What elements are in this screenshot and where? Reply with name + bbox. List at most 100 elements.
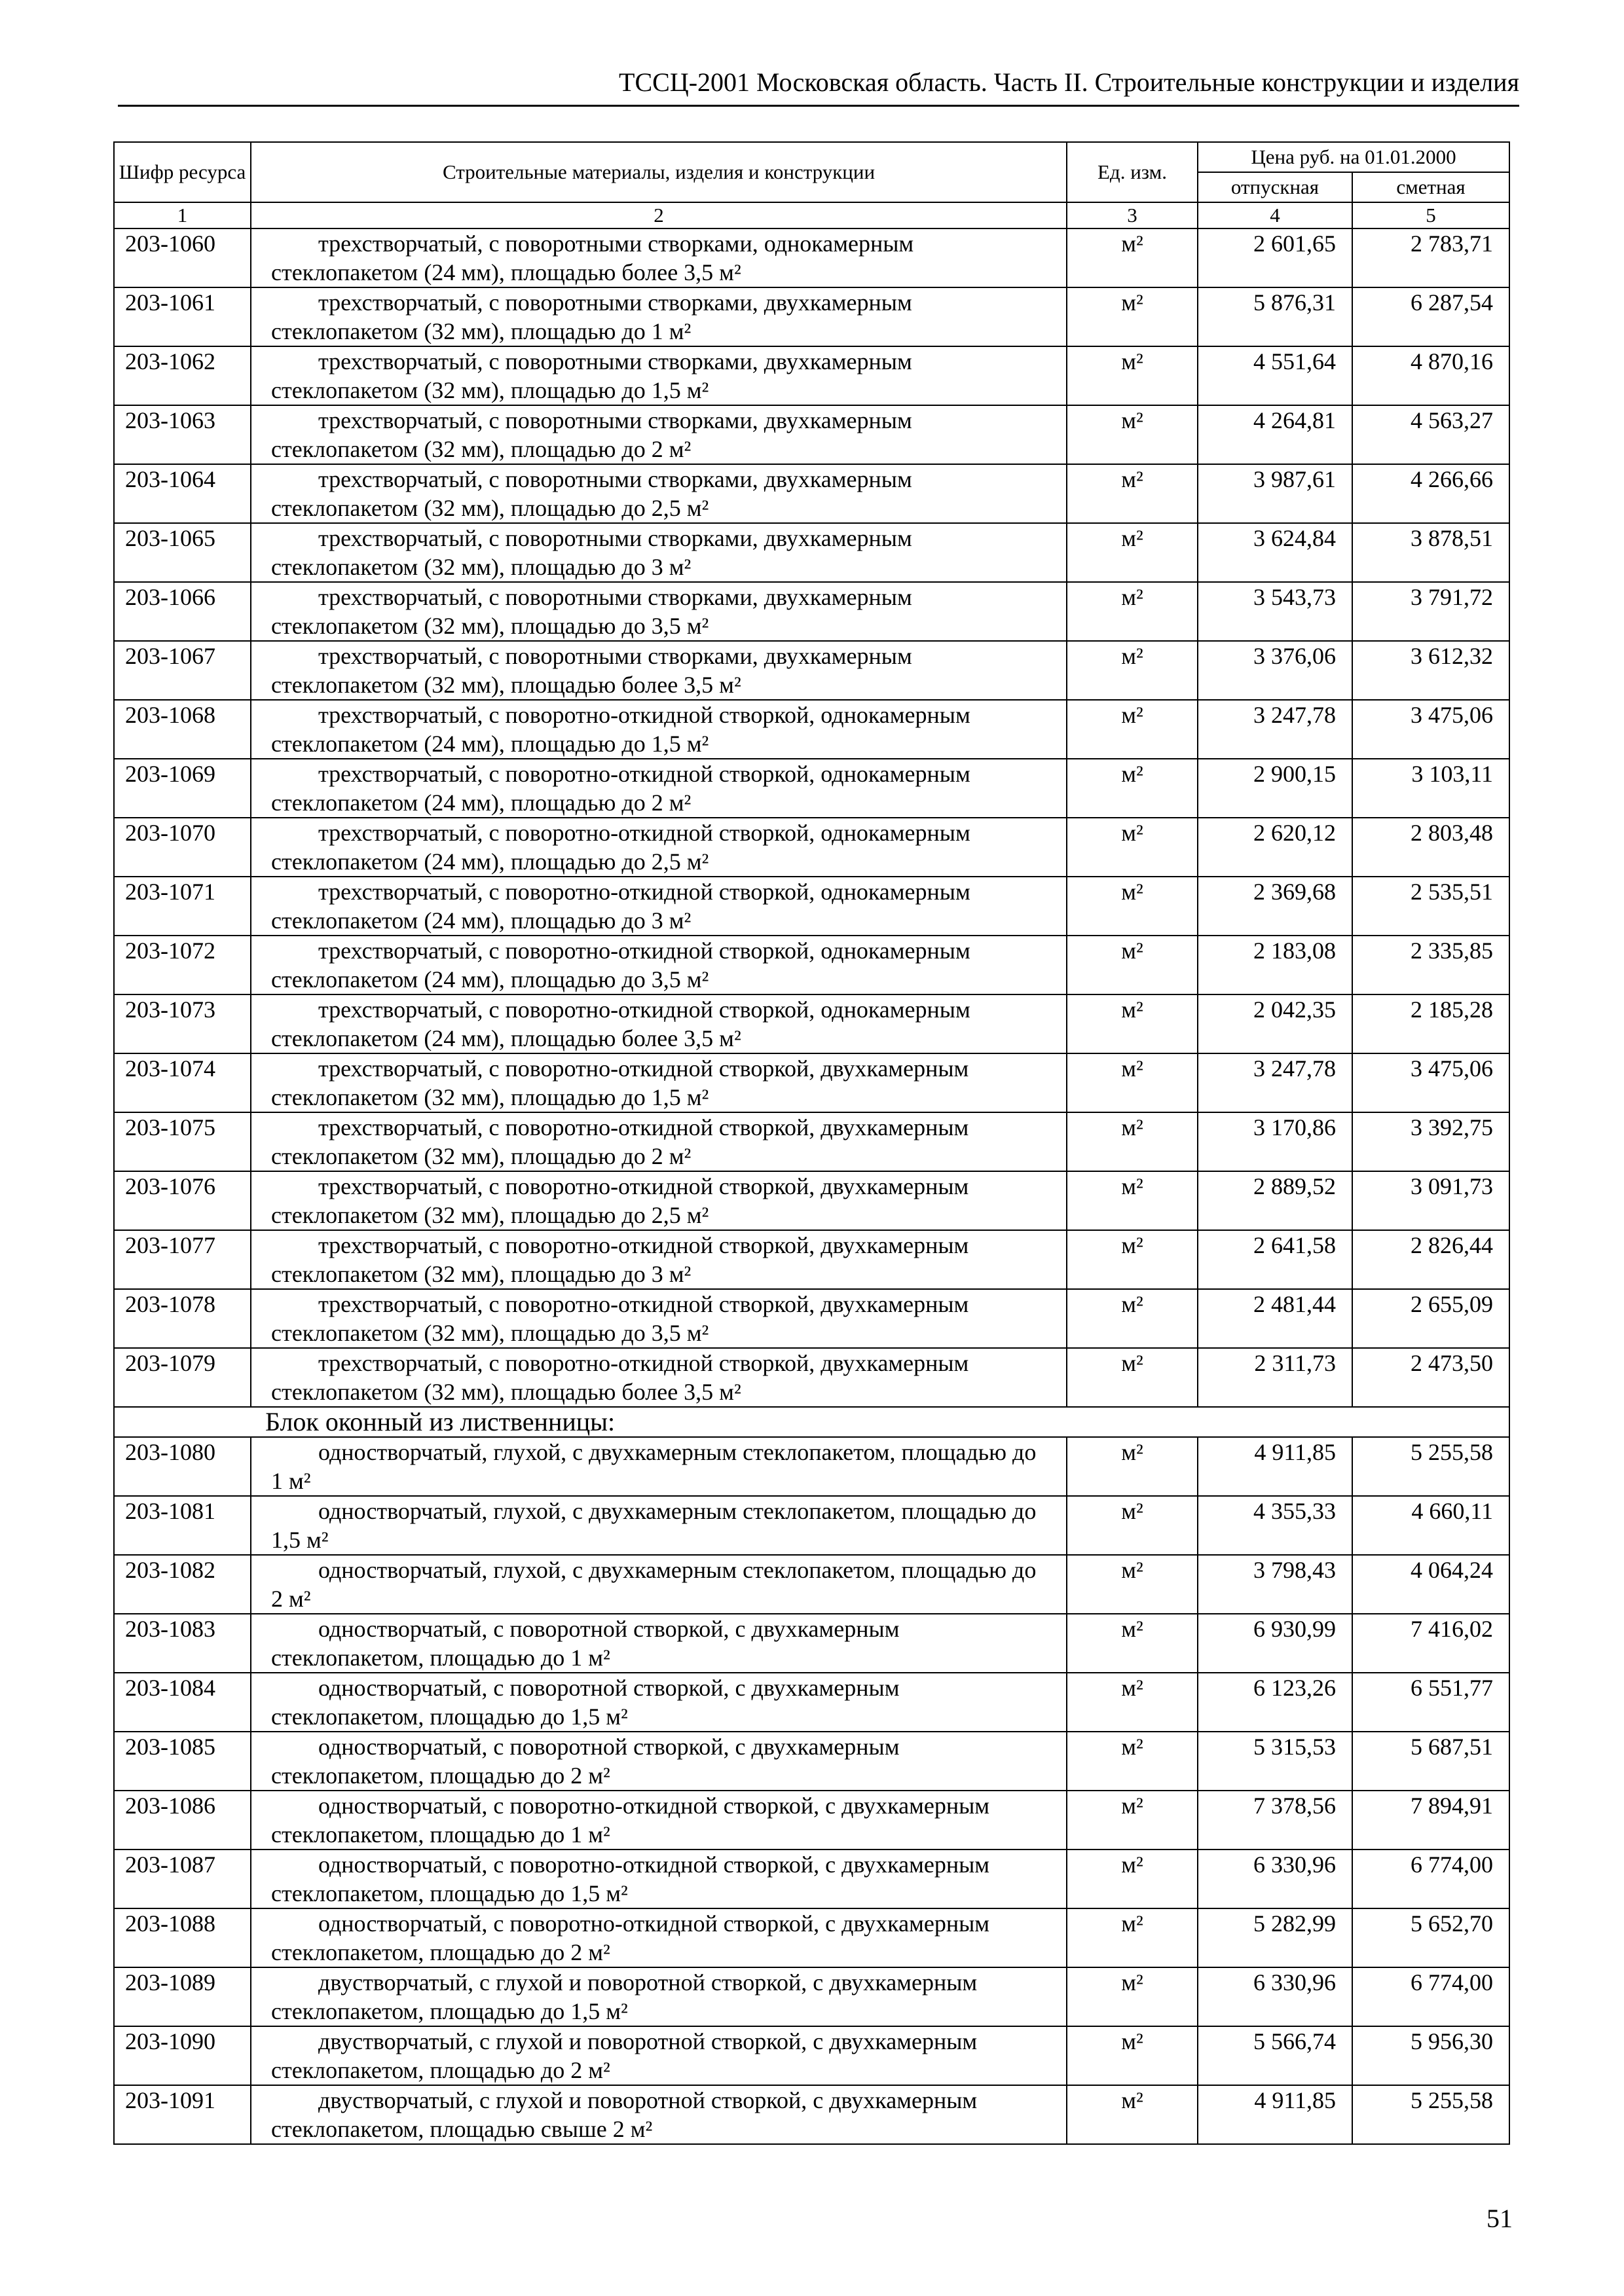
resource-code: 203-1078 xyxy=(113,1288,251,1349)
description-text: одностворчатый, с поворотной створкой, с… xyxy=(271,1616,900,1671)
unit: м² xyxy=(1066,581,1198,642)
material-description: трехстворчатый, с поворотно-откидной ств… xyxy=(250,699,1067,759)
release-price: 3 247,78 xyxy=(1197,699,1353,759)
unit: м² xyxy=(1066,1230,1198,1290)
estimate-price: 6 551,77 xyxy=(1352,1672,1510,1732)
table-row: 203-1076 трехстворчатый, с поворотно-отки… xyxy=(113,1171,1510,1231)
resource-code: 203-1077 xyxy=(113,1230,251,1290)
description-text: одностворчатый, с поворотной створкой, с… xyxy=(271,1734,900,1789)
release-price: 4 911,85 xyxy=(1197,1436,1353,1497)
resource-code: 203-1061 xyxy=(113,287,251,347)
resource-code: 203-1076 xyxy=(113,1171,251,1231)
unit: м² xyxy=(1066,1908,1198,1968)
unit: м² xyxy=(1066,1554,1198,1614)
table-row: 203-1090 двустворчатый, с глухой и поворо… xyxy=(113,2026,1510,2086)
release-price: 3 170,86 xyxy=(1197,1112,1353,1172)
material-description: одностворчатый, глухой, с двухкамерным с… xyxy=(250,1554,1067,1614)
material-description: трехстворчатый, с поворотными створками,… xyxy=(250,640,1067,701)
page-number: 51 xyxy=(1486,2204,1513,2233)
release-price: 6 930,99 xyxy=(1197,1613,1353,1673)
resource-code: 203-1064 xyxy=(113,464,251,524)
resource-code: 203-1074 xyxy=(113,1053,251,1113)
col-header-code: Шифр ресурса xyxy=(113,141,251,203)
material-description: трехстворчатый, с поворотно-откидной ств… xyxy=(250,935,1067,995)
description-text: трехстворчатый, с поворотными створками,… xyxy=(271,584,912,639)
table-row: 203-1063 трехстворчатый, с поворотными ст… xyxy=(113,405,1510,465)
resource-code: 203-1062 xyxy=(113,346,251,406)
material-description: одностворчатый, с поворотной створкой, с… xyxy=(250,1731,1067,1791)
material-description: трехстворчатый, с поворотно-откидной ств… xyxy=(250,817,1067,877)
description-text: трехстворчатый, с поворотно-откидной ств… xyxy=(271,702,970,757)
description-text: трехстворчатый, с поворотно-откидной ств… xyxy=(271,1055,969,1110)
running-header: ТССЦ-2001 Московская область. Часть II. … xyxy=(619,67,1519,97)
description-text: трехстворчатый, с поворотными створками,… xyxy=(271,348,912,403)
material-description: двустворчатый, с глухой и поворотной ств… xyxy=(250,2026,1067,2086)
resource-code: 203-1063 xyxy=(113,405,251,465)
release-price: 5 876,31 xyxy=(1197,287,1353,347)
material-description: трехстворчатый, с поворотными створками,… xyxy=(250,405,1067,465)
estimate-price: 4 064,24 xyxy=(1352,1554,1510,1614)
col-header-price: Цена руб. на 01.01.2000 xyxy=(1197,141,1510,173)
description-text: трехстворчатый, с поворотными створками,… xyxy=(271,407,912,462)
material-description: одностворчатый, с поворотно-откидной ств… xyxy=(250,1908,1067,1968)
description-text: трехстворчатый, с поворотно-откидной ств… xyxy=(271,820,970,875)
description-text: одностворчатый, глухой, с двухкамерным с… xyxy=(271,1557,1037,1612)
estimate-price: 4 870,16 xyxy=(1352,346,1510,406)
unit: м² xyxy=(1066,1849,1198,1909)
description-text: трехстворчатый, с поворотными створками,… xyxy=(271,230,914,285)
estimate-price: 5 652,70 xyxy=(1352,1908,1510,1968)
unit: м² xyxy=(1066,935,1198,995)
resource-code: 203-1088 xyxy=(113,1908,251,1968)
table-row: 203-1078 трехстворчатый, с поворотно-отки… xyxy=(113,1288,1510,1349)
material-description: одностворчатый, с поворотно-откидной ств… xyxy=(250,1790,1067,1850)
material-description: трехстворчатый, с поворотно-откидной ств… xyxy=(250,1347,1067,1408)
release-price: 5 282,99 xyxy=(1197,1908,1353,1968)
estimate-price: 2 655,09 xyxy=(1352,1288,1510,1349)
resource-code: 203-1072 xyxy=(113,935,251,995)
estimate-price: 2 803,48 xyxy=(1352,817,1510,877)
resource-code: 203-1075 xyxy=(113,1112,251,1172)
resource-code: 203-1065 xyxy=(113,522,251,583)
material-description: трехстворчатый, с поворотно-откидной ств… xyxy=(250,1230,1067,1290)
table-row: 203-1073 трехстворчатый, с поворотно-отки… xyxy=(113,994,1510,1054)
description-text: трехстворчатый, с поворотно-откидной ств… xyxy=(271,879,970,934)
estimate-price: 7 416,02 xyxy=(1352,1613,1510,1673)
table-row: 203-1079 трехстворчатый, с поворотно-отки… xyxy=(113,1347,1510,1408)
description-text: одностворчатый, с поворотно-откидной ств… xyxy=(271,1851,990,1906)
resource-code: 203-1084 xyxy=(113,1672,251,1732)
release-price: 2 369,68 xyxy=(1197,876,1353,936)
description-text: трехстворчатый, с поворотными створками,… xyxy=(271,525,912,580)
estimate-price: 5 255,58 xyxy=(1352,1436,1510,1497)
estimate-price: 3 103,11 xyxy=(1352,758,1510,818)
table-row: 203-1091 двустворчатый, с глухой и поворо… xyxy=(113,2085,1510,2145)
release-price: 3 987,61 xyxy=(1197,464,1353,524)
release-price: 4 911,85 xyxy=(1197,2085,1353,2145)
description-text: одностворчатый, с поворотной створкой, с… xyxy=(271,1675,900,1730)
unit: м² xyxy=(1066,228,1198,288)
description-text: трехстворчатый, с поворотными створками,… xyxy=(271,289,912,344)
unit: м² xyxy=(1066,1053,1198,1113)
description-text: трехстворчатый, с поворотно-откидной ств… xyxy=(271,1173,969,1228)
unit: м² xyxy=(1066,817,1198,877)
table-row: 203-1074 трехстворчатый, с поворотно-отки… xyxy=(113,1053,1510,1113)
release-price: 7 378,56 xyxy=(1197,1790,1353,1850)
description-text: трехстворчатый, с поворотными створками,… xyxy=(271,466,912,521)
description-text: одностворчатый, с поворотно-откидной ств… xyxy=(271,1910,990,1965)
estimate-price: 2 335,85 xyxy=(1352,935,1510,995)
release-price: 2 620,12 xyxy=(1197,817,1353,877)
section-title: Блок оконный из лиственницы: xyxy=(113,1406,1510,1438)
col-header-name: Строительные материалы, изделия и констр… xyxy=(250,141,1067,203)
description-text: двустворчатый, с глухой и поворотной ств… xyxy=(271,2028,978,2083)
resource-code: 203-1066 xyxy=(113,581,251,642)
release-price: 5 315,53 xyxy=(1197,1731,1353,1791)
release-price: 2 183,08 xyxy=(1197,935,1353,995)
material-description: одностворчатый, глухой, с двухкамерным с… xyxy=(250,1495,1067,1556)
table-row: 203-1085 одностворчатый, с поворотной ств… xyxy=(113,1731,1510,1791)
estimate-price: 7 894,91 xyxy=(1352,1790,1510,1850)
estimate-price: 3 791,72 xyxy=(1352,581,1510,642)
table-row: 203-1067 трехстворчатый, с поворотными ст… xyxy=(113,640,1510,701)
unit: м² xyxy=(1066,346,1198,406)
estimate-price: 4 660,11 xyxy=(1352,1495,1510,1556)
release-price: 6 330,96 xyxy=(1197,1849,1353,1909)
description-text: трехстворчатый, с поворотно-откидной ств… xyxy=(271,938,970,993)
